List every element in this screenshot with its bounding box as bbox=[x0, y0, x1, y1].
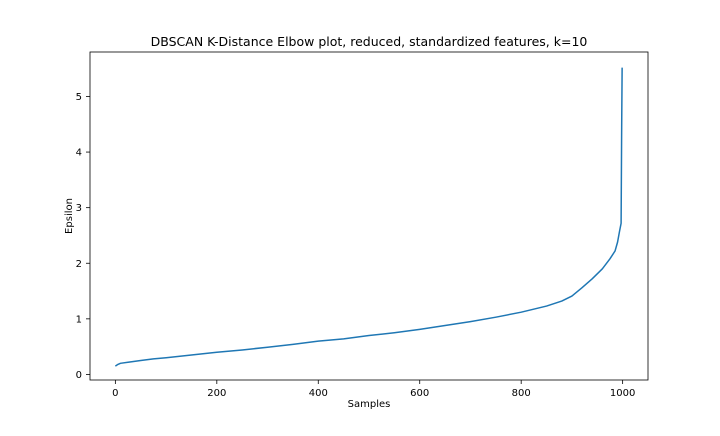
y-tick-label: 2 bbox=[76, 259, 82, 270]
chart-title: DBSCAN K-Distance Elbow plot, reduced, s… bbox=[151, 34, 588, 49]
x-tick-label: 200 bbox=[207, 388, 226, 399]
x-tick-label: 1000 bbox=[610, 388, 635, 399]
y-tick-label: 5 bbox=[76, 92, 82, 103]
y-axis: 0 1 2 3 4 5 bbox=[76, 92, 90, 381]
x-tick-label: 600 bbox=[410, 388, 429, 399]
y-tick-label: 1 bbox=[76, 314, 82, 325]
y-tick-label: 0 bbox=[76, 370, 82, 381]
x-axis: 0 200 400 600 800 1000 bbox=[112, 380, 635, 399]
x-tick-label: 400 bbox=[309, 388, 328, 399]
y-tick-label: 4 bbox=[76, 148, 82, 159]
x-axis-label: Samples bbox=[348, 399, 391, 410]
y-axis-label: Epsilon bbox=[64, 198, 75, 234]
plot-frame bbox=[89, 51, 649, 381]
series-line-0 bbox=[114, 67, 623, 367]
y-tick-label: 3 bbox=[76, 203, 82, 214]
x-tick-label: 0 bbox=[112, 388, 118, 399]
plot-area bbox=[114, 67, 623, 367]
x-tick-label: 800 bbox=[512, 388, 531, 399]
